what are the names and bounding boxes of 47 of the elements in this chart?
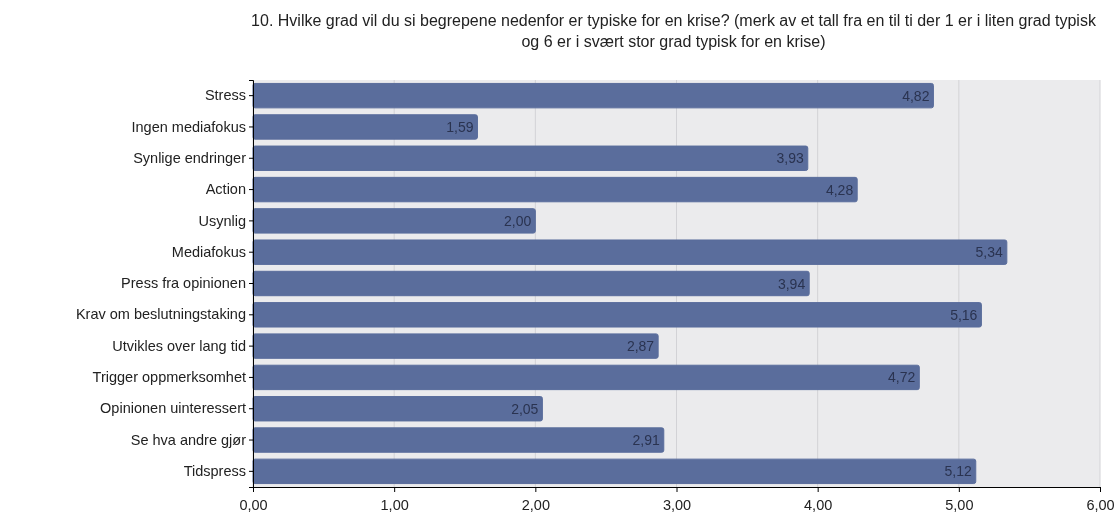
- data-label: 3,93: [776, 150, 804, 167]
- chart-title: 10. Hvilke grad vil du si begrepene nedenfor er typiske for en krise? (merk av et tall fra en til ti der 1 er i liten grad typisk og 6 er i svært stor grad typisk for en krise): [251, 12, 1097, 50]
- x-tick-label: 4,00: [804, 497, 833, 514]
- data-label: 4,82: [902, 87, 930, 104]
- y-tick-label: Tidspress: [183, 462, 246, 479]
- data-label: 2,00: [504, 212, 532, 229]
- data-label: 4,72: [888, 369, 916, 386]
- bar: [252, 176, 858, 203]
- bar: [252, 239, 1008, 265]
- y-tick-label: Usynlig: [198, 212, 246, 229]
- y-tick-label: Synlige endringer: [133, 149, 247, 166]
- x-tick-label: 0,00: [239, 497, 268, 514]
- data-label: 1,59: [446, 118, 474, 135]
- bar: [252, 302, 982, 328]
- x-tick-label: 3,00: [662, 497, 692, 514]
- x-tick-label: 2,00: [521, 497, 550, 514]
- y-tick-label: Action: [205, 181, 246, 198]
- data-label: 2,05: [511, 400, 539, 417]
- y-tick-label: Se hva andre gjør: [130, 431, 247, 448]
- data-label: 5,12: [944, 463, 972, 480]
- y-tick-label: Opinionen uinteressert: [100, 400, 246, 417]
- data-label: 2,91: [632, 432, 661, 449]
- bar: [252, 270, 810, 297]
- data-label: 5,16: [950, 306, 978, 323]
- data-label: 2,87: [626, 338, 655, 355]
- bar: [252, 114, 478, 140]
- y-tick-label: Press fra opinionen: [121, 275, 246, 292]
- data-label: 3,94: [777, 275, 806, 292]
- y-tick-label: Mediafokus: [171, 243, 246, 260]
- x-tick-label: 6,00: [1086, 497, 1115, 514]
- y-tick-label: Trigger oppmerksomhet: [92, 369, 246, 386]
- y-tick-label: Utvikles over lang tid: [112, 337, 246, 354]
- bar: [252, 364, 920, 391]
- bar: [252, 427, 665, 453]
- bar: [252, 145, 809, 171]
- bar: [252, 396, 543, 422]
- bar: [252, 82, 934, 109]
- data-label: 5,34: [975, 244, 1004, 261]
- x-tick-label: 1,00: [380, 497, 409, 514]
- bar: [252, 333, 659, 359]
- y-tick-label: Krav om beslutningstaking: [75, 306, 246, 323]
- y-tick-label: Ingen mediafokus: [131, 118, 246, 135]
- bar: [252, 208, 536, 234]
- bar: [252, 458, 977, 485]
- x-tick-label: 5,00: [945, 497, 974, 514]
- y-tick-label: Stress: [204, 87, 246, 104]
- data-label: 4,28: [825, 181, 854, 198]
